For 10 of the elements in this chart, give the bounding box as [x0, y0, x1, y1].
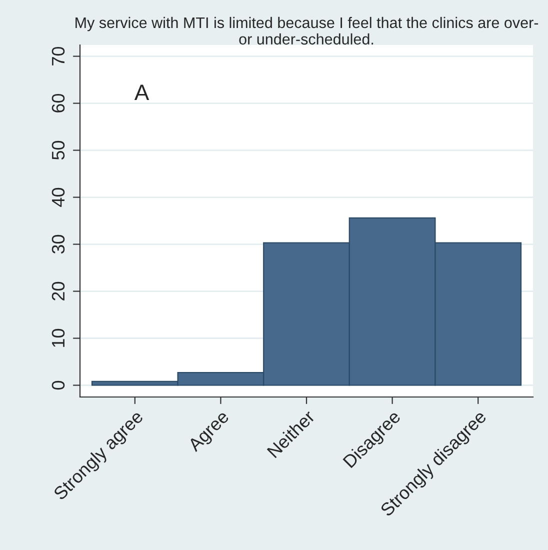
y-tick-label: 50 [52, 140, 65, 160]
annotation: A [134, 84, 150, 100]
y-tick-label: 60 [52, 94, 65, 112]
y-tick-label: 40 [52, 188, 65, 207]
y-tick-label: 0 [52, 380, 65, 390]
y-tick-label: 70 [52, 46, 65, 66]
y-tick-label: 20 [52, 282, 65, 300]
y-tick-label: 30 [52, 234, 65, 254]
y-tick-label: 10 [52, 328, 65, 347]
chart-title: My service with MTI is limited because I feel that the clinics are over- or under-scheduled. [76, 16, 538, 45]
